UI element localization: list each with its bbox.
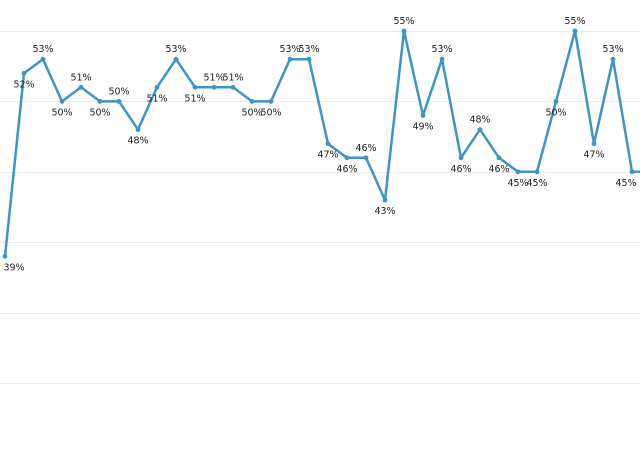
data-label-5: 50%	[89, 107, 110, 118]
data-label-0: 39%	[3, 262, 24, 273]
data-point-22	[420, 113, 426, 118]
gridlines	[0, 31, 640, 384]
data-label-6: 50%	[108, 86, 129, 97]
data-point-10	[192, 84, 198, 90]
data-label-11: 51%	[203, 72, 224, 83]
data-point-3	[59, 99, 65, 104]
data-label-31: 47%	[583, 150, 604, 161]
data-point-21	[401, 28, 407, 34]
data-label-17: 47%	[317, 150, 338, 161]
data-point-27	[515, 169, 521, 175]
data-label-30: 55%	[564, 16, 585, 27]
data-label-8: 51%	[146, 93, 167, 104]
data-label-28: 45%	[526, 178, 547, 189]
data-point-32	[610, 56, 616, 62]
data-point-0	[2, 253, 8, 259]
data-point-29	[553, 99, 559, 104]
data-point-12	[230, 84, 236, 90]
data-label-10: 51%	[184, 93, 205, 104]
data-point-33	[629, 169, 635, 175]
data-point-19	[363, 155, 369, 161]
data-label-24: 46%	[450, 164, 471, 175]
data-point-7	[135, 127, 141, 132]
data-label-1: 52%	[13, 79, 34, 90]
data-label-12: 51%	[222, 72, 243, 83]
data-label-3: 50%	[51, 107, 72, 118]
data-label-13: 50%	[241, 107, 262, 118]
data-point-18	[344, 155, 350, 161]
data-point-8	[154, 84, 160, 90]
data-point-31	[591, 141, 597, 147]
data-point-15	[287, 56, 293, 62]
data-label-25: 48%	[469, 115, 490, 126]
data-point-17	[325, 141, 331, 147]
data-label-21: 55%	[393, 16, 414, 27]
data-point-20	[382, 197, 388, 203]
data-label-26: 46%	[488, 164, 509, 175]
data-point-4	[78, 84, 84, 90]
data-label-22: 49%	[412, 122, 433, 133]
data-label-7: 48%	[127, 136, 148, 147]
data-point-25	[477, 127, 483, 132]
data-point-24	[458, 155, 464, 161]
data-label-4: 51%	[70, 72, 91, 83]
data-point-2	[40, 56, 46, 62]
data-point-14	[268, 99, 274, 104]
data-label-29: 50%	[545, 107, 566, 118]
data-label-9: 53%	[165, 44, 186, 55]
data-point-5	[97, 99, 103, 104]
data-point-1	[21, 70, 27, 76]
data-point-6	[116, 99, 122, 104]
data-point-9	[173, 56, 179, 62]
data-point-11	[211, 84, 217, 90]
data-point-28	[534, 169, 540, 175]
data-label-23: 53%	[431, 44, 452, 55]
data-label-20: 43%	[374, 206, 395, 217]
data-label-15: 53%	[279, 44, 300, 55]
data-point-16	[306, 56, 312, 62]
data-label-16: 53%	[298, 44, 319, 55]
data-label-33: 45%	[615, 178, 636, 189]
data-label-19: 46%	[355, 143, 376, 154]
data-point-30	[572, 28, 578, 34]
data-label-14: 50%	[260, 107, 281, 118]
data-point-23	[439, 56, 445, 62]
series-line-0	[3, 29, 640, 258]
data-label-27: 45%	[507, 178, 528, 189]
data-point-26	[496, 155, 502, 161]
data-label-18: 46%	[336, 164, 357, 175]
data-label-2: 53%	[32, 44, 53, 55]
data-label-32: 53%	[602, 44, 623, 55]
data-point-13	[249, 99, 255, 104]
data-labels: 39%52%53%50%51%50%50%48%51%53%51%51%51%5…	[3, 16, 636, 273]
series-group	[2, 28, 640, 259]
